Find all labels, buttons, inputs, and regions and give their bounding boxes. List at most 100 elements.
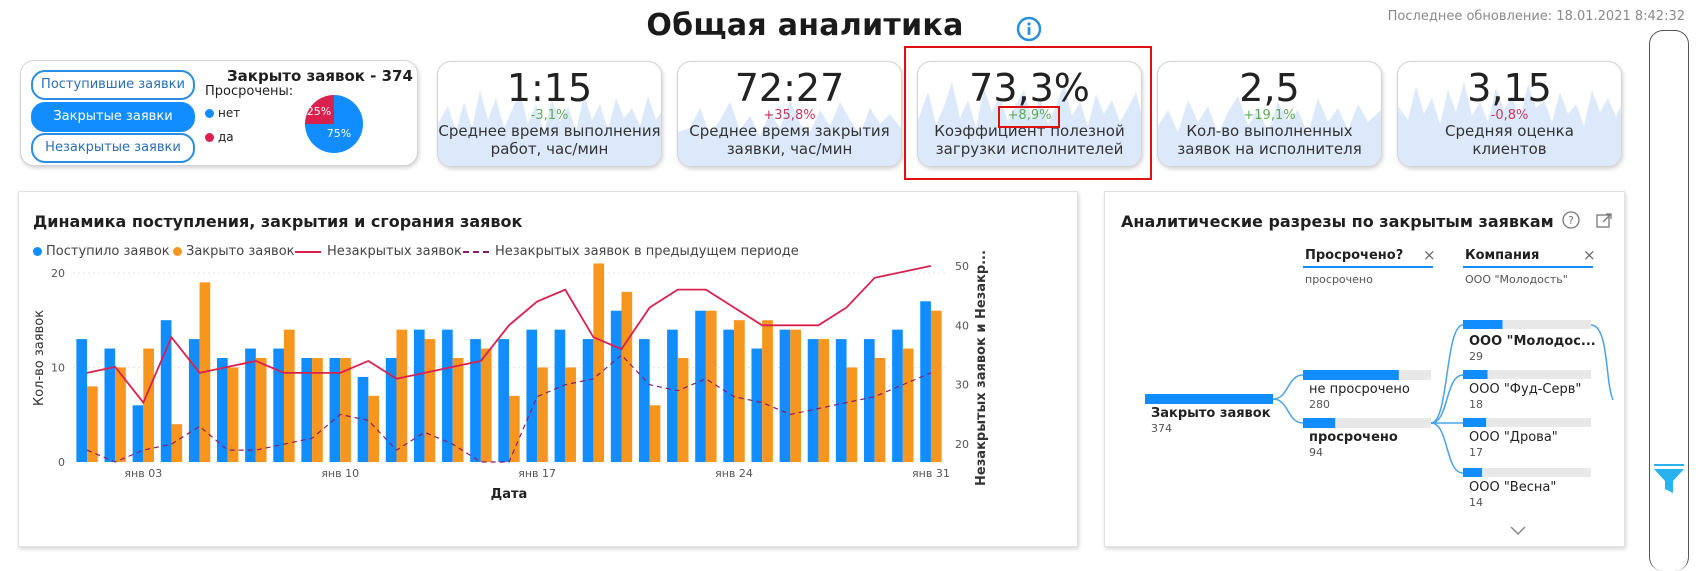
- bar-incoming[interactable]: [498, 339, 509, 462]
- bar-incoming[interactable]: [413, 329, 425, 462]
- bar-incoming[interactable]: [357, 376, 369, 462]
- bar-incoming[interactable]: [329, 358, 341, 462]
- bar-closed[interactable]: [171, 424, 183, 462]
- bar-closed[interactable]: [509, 395, 520, 462]
- bar-incoming[interactable]: [892, 329, 903, 462]
- tree-node-overdue-label[interactable]: просрочено: [1309, 430, 1398, 445]
- bar-incoming[interactable]: [217, 358, 228, 462]
- overdue-pie-chart[interactable]: 25% 75%: [303, 93, 365, 155]
- bar-closed[interactable]: [734, 320, 745, 462]
- filter-icon[interactable]: [1653, 462, 1685, 496]
- legend-yes-dot: [205, 133, 214, 142]
- tree-node-not-overdue-label[interactable]: не просрочено: [1309, 382, 1410, 397]
- bar-closed[interactable]: [565, 367, 576, 462]
- info-icon[interactable]: [1016, 16, 1042, 42]
- bar-closed[interactable]: [537, 367, 548, 462]
- bar-closed[interactable]: [115, 367, 126, 462]
- slicer-company-clear-icon[interactable]: ×: [1583, 246, 1596, 264]
- bar-closed[interactable]: [790, 329, 801, 462]
- line-unclosed[interactable]: [86, 265, 932, 405]
- dynamics-chart[interactable]: 0 10 20 20 30 40 50 янв 03 янв 10 янв 17 янв 24 янв…: [19, 192, 1077, 546]
- bar-incoming[interactable]: [695, 310, 706, 462]
- tree-l1-bar[interactable]: [1303, 418, 1336, 428]
- bar-incoming[interactable]: [104, 348, 116, 462]
- kpi-card-avg-close-time[interactable]: 72:27 +35,8% Среднее время закрытия заявк…: [677, 61, 902, 167]
- kpi-card-utilization[interactable]: 73,3% +8,9% Коэффициент полезной загрузки…: [917, 61, 1142, 167]
- expand-icon[interactable]: [1595, 212, 1613, 230]
- bar-incoming[interactable]: [442, 329, 453, 462]
- bar-closed[interactable]: [593, 263, 605, 462]
- bar-closed[interactable]: [312, 358, 323, 462]
- tree-company-4-label[interactable]: ООО "Весна": [1469, 480, 1557, 495]
- bar-closed[interactable]: [396, 329, 408, 462]
- tree-company-2-label[interactable]: ООО "Фуд-Серв": [1469, 382, 1582, 397]
- bar-incoming[interactable]: [582, 339, 594, 462]
- closed-requests-button[interactable]: Закрытые заявки: [31, 102, 195, 132]
- decomposition-tree[interactable]: [1105, 192, 1624, 546]
- kpi-card-requests-per-worker[interactable]: 2,5 +19,1% Кол-во выполненных заявок на и…: [1157, 61, 1382, 167]
- bar-incoming[interactable]: [863, 339, 875, 462]
- chevron-down-icon[interactable]: [1510, 526, 1526, 536]
- bar-incoming[interactable]: [723, 329, 735, 462]
- kpi-card-client-rating[interactable]: 3,15 -0,8% Средняя оценка клиентов: [1397, 61, 1622, 167]
- bar-closed[interactable]: [255, 358, 267, 462]
- bar-incoming[interactable]: [554, 329, 566, 462]
- kpi-label: Среднее время закрытия заявки, час/мин: [678, 122, 901, 158]
- tree-l1-bar[interactable]: [1303, 370, 1399, 380]
- bar-closed[interactable]: [452, 358, 464, 462]
- bar-incoming[interactable]: [245, 348, 256, 462]
- bar-incoming[interactable]: [667, 329, 678, 462]
- bar-incoming[interactable]: [835, 339, 847, 462]
- bar-incoming[interactable]: [807, 339, 819, 462]
- bar-incoming[interactable]: [188, 339, 200, 462]
- tree-company-3-label[interactable]: ООО "Дрова": [1469, 430, 1558, 445]
- bar-closed[interactable]: [677, 358, 689, 462]
- bar-incoming[interactable]: [385, 358, 397, 462]
- kpi-card-avg-work-time[interactable]: 1:15 -3,1% Среднее время выполнения работ…: [437, 61, 662, 167]
- bar-closed[interactable]: [368, 395, 380, 462]
- tree-l2-bar[interactable]: [1463, 418, 1487, 427]
- bar-incoming[interactable]: [160, 320, 172, 462]
- help-icon[interactable]: ?: [1561, 210, 1581, 230]
- bar-closed[interactable]: [87, 386, 98, 462]
- bar-incoming[interactable]: [526, 329, 538, 462]
- slicer-company-value[interactable]: ООО "Молодость": [1465, 273, 1568, 286]
- bar-incoming[interactable]: [638, 339, 650, 462]
- bar-closed[interactable]: [424, 339, 436, 462]
- bar-incoming[interactable]: [751, 348, 763, 462]
- bar-closed[interactable]: [705, 310, 717, 462]
- bar-closed[interactable]: [143, 348, 155, 462]
- bar-closed[interactable]: [480, 348, 492, 462]
- bar-closed[interactable]: [874, 358, 886, 462]
- bar-closed[interactable]: [227, 367, 239, 462]
- tree-company-1-label[interactable]: ООО "Молодос...: [1469, 334, 1596, 349]
- bar-closed[interactable]: [762, 320, 773, 462]
- bar-closed[interactable]: [340, 358, 351, 462]
- bar-closed[interactable]: [930, 310, 942, 462]
- bar-incoming[interactable]: [920, 301, 931, 462]
- incoming-requests-button[interactable]: Поступившие заявки: [31, 70, 195, 100]
- bar-incoming[interactable]: [610, 310, 622, 462]
- bar-closed[interactable]: [846, 367, 858, 462]
- tree-l2-bar[interactable]: [1463, 320, 1503, 329]
- bar-incoming[interactable]: [132, 405, 144, 462]
- slicer-overdue-value[interactable]: просрочено: [1305, 273, 1373, 286]
- bar-incoming[interactable]: [76, 339, 88, 462]
- tree-l2-bar[interactable]: [1463, 468, 1483, 477]
- bar-closed[interactable]: [818, 339, 830, 462]
- tree-root-bar[interactable]: [1145, 394, 1273, 404]
- kpi-label: Кол-во выполненных заявок на исполнителя: [1158, 122, 1381, 158]
- bar-incoming[interactable]: [779, 329, 791, 462]
- slicer-overdue-clear-icon[interactable]: ×: [1423, 246, 1436, 264]
- bar-closed[interactable]: [649, 405, 661, 462]
- bar-incoming[interactable]: [273, 348, 284, 462]
- bar-closed[interactable]: [283, 329, 295, 462]
- y-tick-label: 20: [51, 267, 65, 280]
- bar-incoming[interactable]: [301, 358, 313, 462]
- line-unclosed-prev[interactable]: [86, 354, 932, 463]
- tree-l2-bar[interactable]: [1463, 370, 1488, 379]
- bar-closed[interactable]: [902, 348, 914, 462]
- bar-incoming[interactable]: [470, 339, 481, 462]
- bar-closed[interactable]: [621, 291, 633, 462]
- unclosed-requests-button[interactable]: Незакрытые заявки: [31, 133, 195, 163]
